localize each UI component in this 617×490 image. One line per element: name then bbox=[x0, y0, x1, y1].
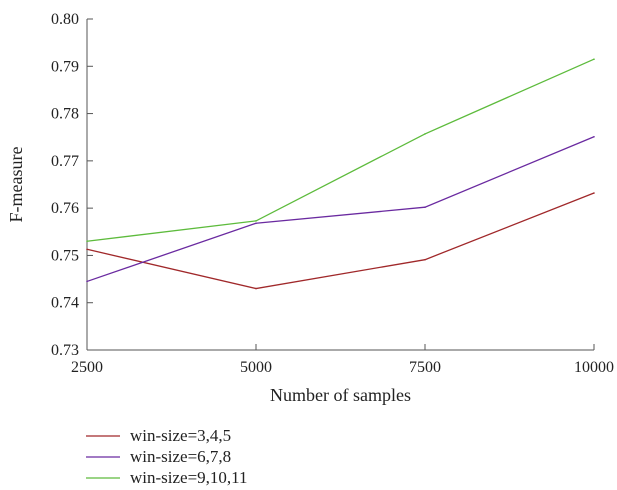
data-point bbox=[424, 133, 426, 135]
y-tick-label: 0.74 bbox=[51, 295, 79, 312]
x-axis-ticks: 2500 5000 7500 10000 bbox=[71, 344, 614, 376]
data-point bbox=[255, 220, 257, 222]
data-point bbox=[86, 248, 88, 251]
y-axis-ticks: 0.73 0.74 0.75 0.76 0.77 0.78 0.79 0.80 bbox=[51, 11, 93, 359]
y-tick-label: 0.73 bbox=[51, 342, 79, 359]
series-line-3 bbox=[86, 58, 595, 242]
legend: win-size=3,4,5 win-size=6,7,8 win-size=9,1… bbox=[86, 426, 248, 487]
legend-label: win-size=9,10,11 bbox=[130, 468, 248, 487]
x-tick-label: 2500 bbox=[71, 359, 103, 376]
data-point bbox=[86, 280, 88, 283]
series-lines bbox=[86, 58, 595, 290]
series-line-1 bbox=[86, 192, 595, 290]
x-tick-label: 5000 bbox=[240, 359, 272, 376]
data-point bbox=[255, 287, 257, 290]
y-tick-label: 0.80 bbox=[51, 11, 79, 28]
legend-label: win-size=6,7,8 bbox=[130, 447, 231, 466]
data-point bbox=[593, 192, 595, 194]
data-point bbox=[255, 222, 257, 225]
y-tick-label: 0.79 bbox=[51, 58, 79, 75]
y-axis-title: F-measure bbox=[6, 147, 26, 223]
x-axis-title: Number of samples bbox=[270, 385, 411, 405]
y-tick-label: 0.76 bbox=[51, 200, 79, 217]
x-tick-label: 7500 bbox=[409, 359, 441, 376]
y-tick-label: 0.78 bbox=[51, 106, 79, 123]
data-point bbox=[593, 58, 595, 60]
y-tick-label: 0.75 bbox=[51, 247, 79, 264]
data-point bbox=[86, 240, 88, 243]
data-point bbox=[424, 206, 426, 208]
legend-label: win-size=3,4,5 bbox=[130, 426, 231, 445]
series-line-2 bbox=[86, 136, 595, 283]
data-point bbox=[424, 258, 426, 261]
y-tick-label: 0.77 bbox=[51, 153, 79, 170]
data-point bbox=[593, 135, 595, 138]
x-tick-label: 10000 bbox=[574, 359, 614, 376]
